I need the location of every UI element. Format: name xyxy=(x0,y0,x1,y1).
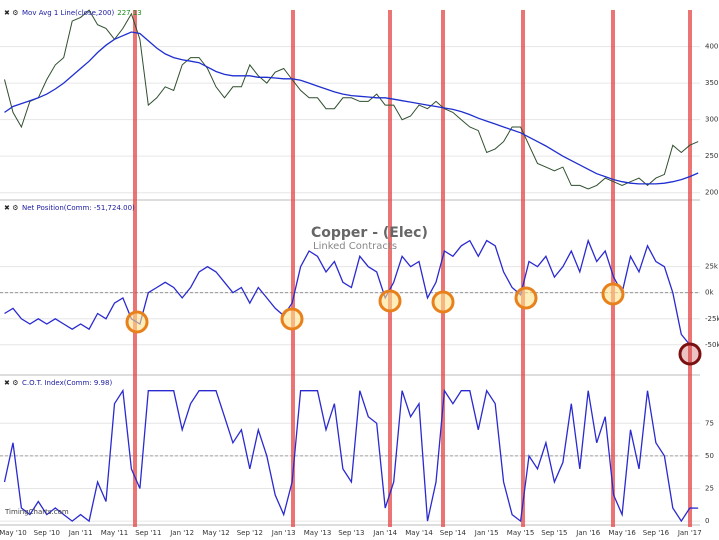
y-tick-label: 300 xyxy=(705,116,718,124)
x-tick-label: May '10 xyxy=(0,529,27,537)
x-tick-label: Sep '13 xyxy=(338,529,364,537)
signal-circle xyxy=(431,290,455,314)
y-tick-label: 0 xyxy=(705,517,709,525)
grids xyxy=(0,46,700,526)
chart-title: Copper - (Elec) xyxy=(311,225,428,241)
y-tick-label: 25 xyxy=(705,484,714,492)
legend-label: Mov Avg 1 Line(close,200) xyxy=(22,9,114,17)
y-tick-label: 250 xyxy=(705,152,718,160)
y-tick-label: 0k xyxy=(705,289,714,297)
signal-circle xyxy=(280,307,304,331)
x-tick-label: Jan '14 xyxy=(372,529,397,537)
signal-lines xyxy=(133,10,692,527)
x-tick-label: May '16 xyxy=(608,529,636,537)
series-line xyxy=(4,9,699,190)
x-tick-label: May '15 xyxy=(507,529,535,537)
x-tick-label: Sep '10 xyxy=(34,529,60,537)
x-tick-label: Jan '12 xyxy=(169,529,194,537)
signal-circle xyxy=(125,310,149,334)
marks xyxy=(3,9,699,523)
legend-icon: ✖ ⚙ xyxy=(4,9,19,17)
y-tick-label: 50 xyxy=(705,452,714,460)
y-tick-label: 400 xyxy=(705,43,718,51)
y-tick-label: -25k xyxy=(705,315,719,323)
x-tick-label: Sep '15 xyxy=(541,529,567,537)
x-tick-label: Jan '13 xyxy=(271,529,296,537)
series-line xyxy=(4,31,699,185)
x-tick-label: Jan '11 xyxy=(68,529,93,537)
series-line xyxy=(4,238,699,348)
legend-label: Net Position(Comm: -51,724.00) xyxy=(22,204,135,212)
x-tick-label: May '13 xyxy=(304,529,332,537)
signal-circles xyxy=(125,282,702,366)
watermark: TimingCharts.com xyxy=(4,508,69,516)
x-tick-label: Jan '17 xyxy=(677,529,702,537)
x-tick-label: May '14 xyxy=(405,529,433,537)
x-tick-label: May '11 xyxy=(101,529,129,537)
legend-icon: ✖ ⚙ xyxy=(4,204,19,212)
x-tick-label: Sep '11 xyxy=(135,529,161,537)
legend-label: C.O.T. Index(Comm: 9.98) xyxy=(22,379,112,387)
y-tick-label: 350 xyxy=(705,79,718,87)
x-tick-label: Jan '15 xyxy=(474,529,499,537)
signal-circle xyxy=(514,286,538,310)
legend-value: 227.13 xyxy=(117,9,142,17)
series-line xyxy=(3,388,699,523)
chart-subtitle: Linked Contracts xyxy=(313,241,397,252)
x-tick-label: Sep '16 xyxy=(643,529,670,537)
signal-circle xyxy=(678,342,702,366)
x-tick-label: Sep '12 xyxy=(237,529,263,537)
x-tick-label: May '12 xyxy=(202,529,230,537)
x-tick-label: Sep '14 xyxy=(440,529,467,537)
y-tick-label: 75 xyxy=(705,419,714,427)
x-tick-label: Jan '16 xyxy=(575,529,600,537)
y-tick-label: -50k xyxy=(705,341,719,349)
signal-circle xyxy=(601,282,625,306)
y-tick-label: 25k xyxy=(705,263,719,271)
legend-icon: ✖ ⚙ xyxy=(4,379,19,387)
signal-circle xyxy=(378,289,402,313)
y-tick-label: 200 xyxy=(705,189,718,197)
